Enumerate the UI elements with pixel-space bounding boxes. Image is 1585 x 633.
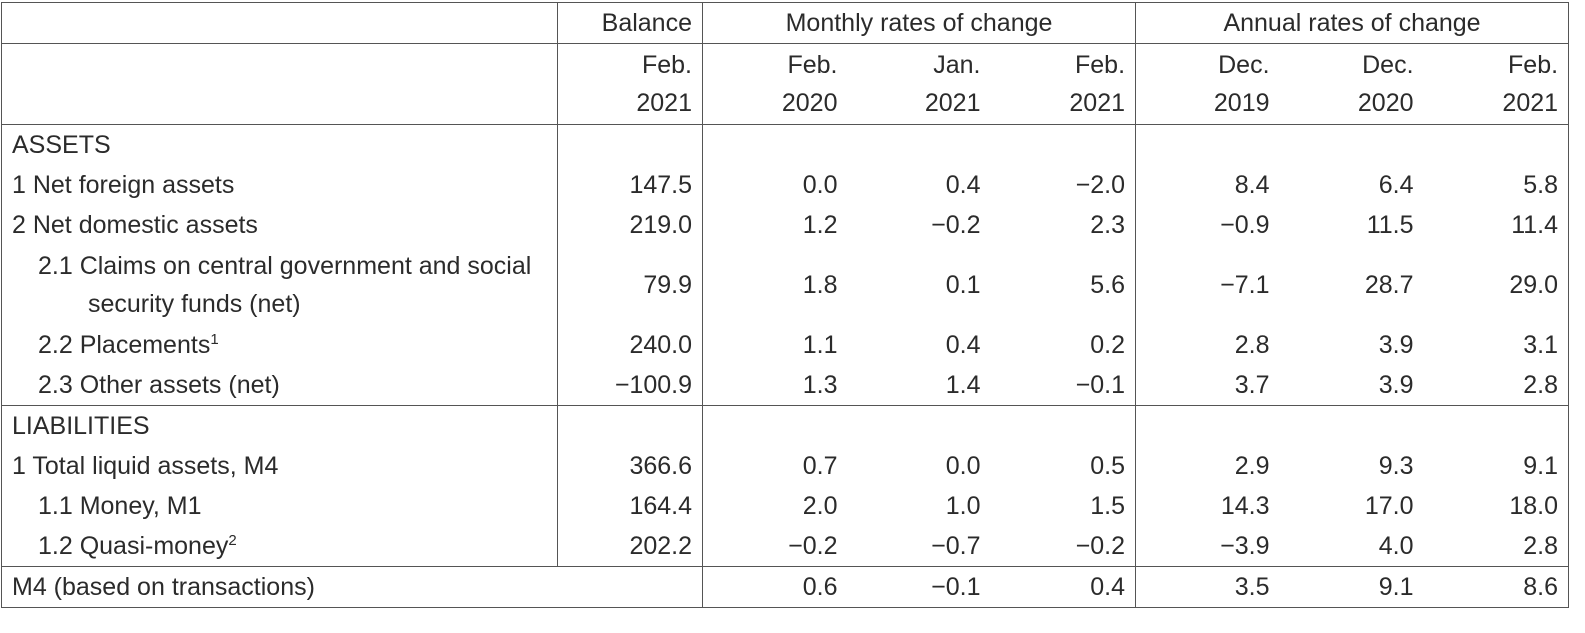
footnote-marker: 1: [210, 331, 219, 348]
cell: 219.0: [557, 205, 703, 245]
cell: 1.4: [945, 371, 981, 399]
header-monthly: Monthly rates of change: [702, 2, 1137, 44]
cell: 0.6: [702, 566, 848, 608]
cell: 164.4: [557, 486, 703, 526]
cell: 366.6: [557, 446, 703, 486]
header-period: Dec. 2019: [1135, 43, 1280, 125]
cell: 2.8: [1423, 365, 1570, 406]
header-period: Feb. 2021: [1423, 43, 1570, 125]
table-row: 1.1 Money, M1 164.4 2.0 1.0 1.5 14.3 17.…: [1, 486, 1570, 526]
footnote-marker: 2: [228, 532, 237, 549]
cell: 0.0: [945, 452, 981, 480]
cell: 29.0: [1423, 245, 1570, 325]
cell: 3.9: [1378, 331, 1414, 359]
section-title-assets: ASSETS: [1, 124, 558, 165]
cell: 4.0: [1378, 532, 1414, 560]
cell: 79.9: [557, 245, 703, 325]
cell: 0.5: [990, 446, 1137, 486]
table-row: 2.1 Claims on central government and soc…: [1, 245, 1570, 325]
cell: 5.6: [990, 245, 1137, 325]
cell: 1.5: [990, 486, 1137, 526]
cell: 147.5: [557, 165, 703, 205]
section-title-liabilities: LIABILITIES: [1, 405, 558, 446]
table-row-m4-transactions: M4 (based on transactions) 0.6 −0.1 0.4 …: [1, 566, 1570, 608]
cell: 1.8: [802, 271, 838, 299]
cell: 9.1: [1423, 446, 1570, 486]
cell: 2.8: [1234, 331, 1270, 359]
cell: 9.3: [1378, 452, 1414, 480]
table-row: 2.3 Other assets (net) −100.9 1.3 1.4 −0…: [1, 365, 1570, 406]
row-label: 2.2 Placements1: [1, 325, 558, 365]
cell: 1.2: [802, 211, 838, 239]
monetary-table: Balance Monthly rates of change Annual r…: [1, 2, 1570, 608]
cell: −0.1: [990, 365, 1137, 406]
cell: 1.3: [802, 371, 838, 399]
header-period: Dec. 2020: [1279, 43, 1424, 125]
cell: 5.8: [1423, 165, 1570, 205]
header-period: Feb. 2020: [702, 43, 848, 125]
table-row: 1.2 Quasi-money2 202.2 −0.2 −0.7 −0.2 −3…: [1, 526, 1570, 567]
cell: 0.4: [945, 331, 981, 359]
cell: −0.2: [990, 526, 1137, 567]
header-period: Feb. 2021: [990, 43, 1137, 125]
row-label: 2.3 Other assets (net): [1, 365, 558, 406]
cell: 28.7: [1364, 271, 1414, 299]
cell: −0.7: [931, 532, 981, 560]
row-label: 1.1 Money, M1: [1, 486, 558, 526]
cell: 0.4: [945, 171, 981, 199]
cell: −0.9: [1220, 211, 1270, 239]
cell: 0.2: [990, 325, 1137, 365]
cell: −0.2: [931, 211, 981, 239]
cell: 202.2: [557, 526, 703, 567]
cell: 9.1: [1279, 566, 1424, 608]
cell: 8.4: [1234, 171, 1270, 199]
cell: 3.5: [1135, 566, 1280, 608]
cell: 8.6: [1423, 566, 1570, 608]
cell: 2.9: [1234, 452, 1270, 480]
cell: 0.7: [802, 452, 838, 480]
cell: 6.4: [1378, 171, 1414, 199]
row-label: 2 Net domestic assets: [1, 205, 558, 245]
cell: 3.1: [1423, 325, 1570, 365]
cell: 2.8: [1423, 526, 1570, 567]
cell: −0.1: [847, 566, 991, 608]
cell: 0.0: [802, 171, 838, 199]
cell: 2.0: [802, 492, 838, 520]
header-annual: Annual rates of change: [1135, 2, 1570, 44]
cell: 240.0: [557, 325, 703, 365]
cell: 18.0: [1423, 486, 1570, 526]
row-label: 1 Net foreign assets: [1, 165, 558, 205]
cell: −0.2: [788, 532, 838, 560]
table-row: 1 Total liquid assets, M4 366.6 0.7 0.0 …: [1, 446, 1570, 486]
row-label: M4 (based on transactions): [1, 566, 703, 608]
cell: −2.0: [990, 165, 1137, 205]
header-blank-2: [1, 43, 558, 125]
cell: 3.7: [1234, 371, 1270, 399]
cell: 0.4: [990, 566, 1137, 608]
header-blank: [1, 2, 558, 44]
header-balance: Balance: [557, 2, 703, 44]
cell: 0.1: [945, 271, 981, 299]
cell: 14.3: [1220, 492, 1270, 520]
cell: 2.3: [990, 205, 1137, 245]
cell: 17.0: [1364, 492, 1414, 520]
table-row: 2 Net domestic assets 219.0 1.2 −0.2 2.3…: [1, 205, 1570, 245]
header-period: Jan. 2021: [847, 43, 991, 125]
cell: 11.4: [1423, 205, 1570, 245]
row-label: 1 Total liquid assets, M4: [1, 446, 558, 486]
cell: 1.1: [802, 331, 838, 359]
table-row: 1 Net foreign assets 147.5 0.0 0.4 −2.0 …: [1, 165, 1570, 205]
row-label: 2.1 Claims on central government and soc…: [1, 245, 558, 325]
cell: 3.9: [1378, 371, 1414, 399]
cell: −100.9: [557, 365, 703, 406]
cell: 1.0: [945, 492, 981, 520]
row-label: 1.2 Quasi-money2: [1, 526, 558, 567]
header-period: Feb. 2021: [557, 43, 703, 125]
cell: −3.9: [1220, 532, 1270, 560]
cell: 11.5: [1366, 211, 1414, 239]
cell: −7.1: [1220, 271, 1270, 299]
table-row: 2.2 Placements1 240.0 1.1 0.4 0.2 2.8 3.…: [1, 325, 1570, 365]
